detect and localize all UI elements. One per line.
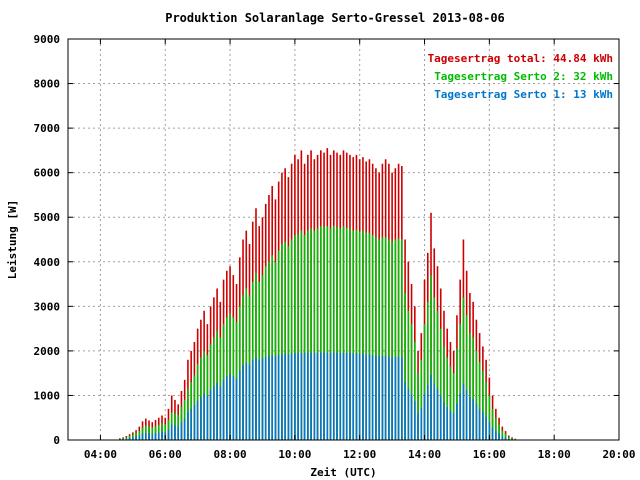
y-tick-label: 0 [53, 434, 60, 447]
y-tick-label: 9000 [34, 33, 61, 46]
x-tick-label: 08:00 [213, 448, 246, 461]
y-tick-label: 4000 [34, 256, 61, 269]
legend-entry: Tagesertrag Serto 1: 13 kWh [434, 88, 613, 101]
y-tick-label: 5000 [34, 211, 61, 224]
y-tick-label: 1000 [34, 389, 61, 402]
x-tick-label: 16:00 [473, 448, 506, 461]
x-tick-label: 14:00 [408, 448, 441, 461]
y-tick-label: 2000 [34, 345, 61, 358]
x-tick-label: 18:00 [538, 448, 571, 461]
y-tick-label: 8000 [34, 78, 61, 91]
legend: Tagesertrag total: 44.84 kWh Tagesertrag … [428, 52, 613, 101]
y-tick-label: 7000 [34, 122, 61, 135]
x-tick-label: 04:00 [84, 448, 117, 461]
x-axis: 04:00 06:00 08:00 10:00 12:00 14:00 16:00 18:00… [84, 39, 636, 461]
y-axis-label: Leistung [W] [6, 200, 19, 279]
x-tick-label: 06:00 [149, 448, 182, 461]
chart-title: Produktion Solaranlage Serto-Gressel 201… [165, 11, 505, 25]
y-tick-label: 6000 [34, 167, 61, 180]
x-tick-label: 12:00 [343, 448, 376, 461]
x-axis-label: Zeit (UTC) [310, 466, 376, 479]
x-tick-label: 20:00 [602, 448, 635, 461]
x-tick-label: 10:00 [278, 448, 311, 461]
y-axis: 0 1000 2000 3000 4000 5000 6000 7000 8000 9000 [34, 33, 619, 447]
plot-frame [67, 38, 620, 441]
legend-entry: Tagesertrag Serto 2: 32 kWh [434, 70, 613, 83]
y-tick-label: 3000 [34, 300, 61, 313]
legend-entry: Tagesertrag total: 44.84 kWh [428, 52, 613, 65]
bars [119, 148, 517, 440]
